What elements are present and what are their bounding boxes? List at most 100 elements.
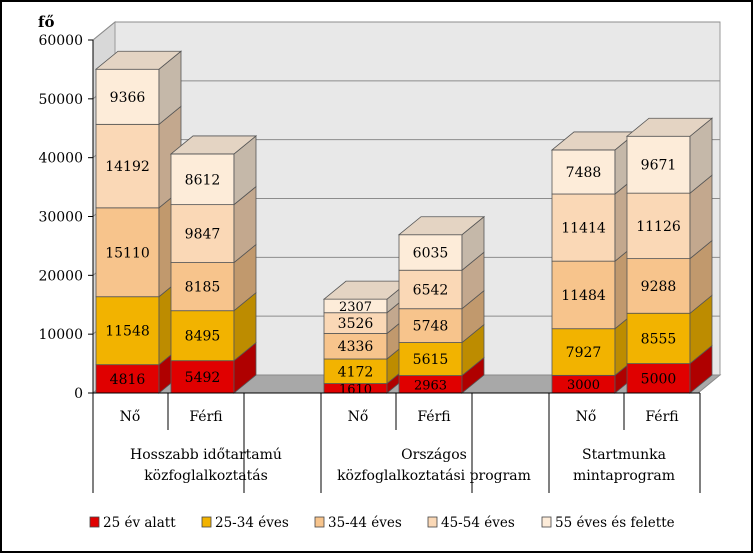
data-label: 11126: [636, 219, 681, 235]
legend-swatch: [314, 516, 325, 528]
bar-face: [551, 328, 616, 376]
bar-face: [626, 192, 691, 260]
data-label: 9671: [641, 158, 677, 174]
data-label: 6542: [413, 282, 449, 298]
bar-column: 5492 8495 8185 9847 8612: [169, 135, 258, 394]
bar-face: [170, 153, 235, 206]
group-label: Startmunka: [582, 447, 666, 463]
group-label: közfoglalkoztatás: [144, 468, 268, 484]
bar-top: [169, 135, 258, 155]
bars: 4816 11548 15110 14192 9366 5492 8495 8185 9847 8…: [94, 50, 714, 397]
bar-segment: 7488: [550, 131, 639, 195]
data-label: 1610: [339, 382, 372, 397]
y-tick-label: 0: [74, 386, 83, 402]
bar-top: [625, 117, 714, 137]
data-label: 11414: [561, 221, 606, 237]
bar-face: [95, 123, 160, 209]
data-label: 8612: [185, 172, 221, 188]
category-label: Férfi: [189, 409, 223, 425]
legend-item: 55 éves és felette: [541, 515, 675, 531]
bar-face: [398, 308, 463, 343]
bar-column: 4816 11548 15110 14192 9366: [94, 50, 183, 394]
bar-face: [170, 310, 235, 362]
bar-face: [95, 364, 160, 394]
bar-face: [170, 204, 235, 263]
bar-top: [397, 216, 486, 236]
legend-label: 25 év alatt: [103, 515, 176, 531]
data-label: 5748: [413, 319, 449, 335]
bar-segment: 11126: [626, 174, 713, 260]
bar-segment: 8185: [170, 243, 257, 312]
data-label: 3000: [567, 378, 600, 393]
bar-segment: 9366: [94, 50, 183, 126]
bar-segment: 8495: [170, 291, 257, 362]
bar-face: [551, 193, 616, 262]
data-label: 8555: [641, 331, 677, 347]
bar-segment: 3000: [551, 356, 638, 394]
y-tick-label: 60000: [38, 33, 83, 49]
y-axis: 0 10000 20000 30000 40000 50000 60000: [38, 33, 94, 402]
group-label: közfoglalkoztatási program: [337, 468, 531, 484]
legend-label: 55 éves és felette: [555, 515, 675, 531]
data-label: 9288: [641, 279, 677, 295]
bar-segment: 9671: [625, 117, 714, 194]
category-axis: Nő Férfi Nő Férfi Nő Férfi Hosszabb időtartamú…: [92, 392, 701, 493]
y-tick-label: 10000: [38, 327, 83, 343]
category-label: Férfi: [417, 409, 451, 425]
legend-item: 45-54 éves: [427, 515, 515, 531]
data-label: 11484: [561, 288, 606, 304]
bar-top: [94, 50, 183, 70]
legend-swatch: [201, 516, 212, 528]
data-label: 5492: [185, 370, 221, 386]
data-label: 2307: [339, 300, 372, 315]
y-tick-label: 40000: [38, 151, 83, 167]
data-label: 11548: [105, 324, 150, 340]
data-label: 4816: [110, 372, 146, 388]
gridline: [92, 21, 720, 41]
bar-segment: 6542: [398, 251, 485, 310]
data-label: 7488: [566, 165, 602, 181]
data-label: 14192: [105, 159, 150, 175]
bar-face: [398, 342, 463, 376]
data-label: 4172: [338, 364, 374, 380]
data-label: 2963: [414, 378, 447, 393]
bar-segment: 5748: [398, 289, 485, 344]
legend-item: 35-44 éves: [314, 515, 402, 531]
bar-face: [626, 312, 691, 364]
legend-swatch: [541, 516, 552, 528]
y-tick-label: 30000: [38, 210, 83, 226]
data-label: 9366: [110, 90, 146, 106]
legend-label: 35-44 éves: [328, 515, 402, 531]
y-tick-label: 20000: [38, 268, 83, 284]
y-axis-label: fő: [38, 13, 54, 31]
category-label: Nő: [348, 409, 369, 425]
data-label: 5000: [641, 371, 677, 387]
y-tick-label: 50000: [38, 92, 83, 108]
data-label: 7927: [566, 345, 602, 361]
bar-segment: 8612: [169, 135, 258, 206]
category-label: Nő: [120, 409, 141, 425]
legend-label: 45-54 éves: [441, 515, 515, 531]
legend-item: 25 év alatt: [89, 515, 176, 531]
data-label: 3526: [338, 316, 374, 332]
bar-segment: 8555: [626, 294, 713, 365]
bar-face: [95, 296, 160, 366]
bar-face: [626, 135, 691, 194]
data-label: 4336: [338, 339, 374, 355]
bar-face: [95, 207, 160, 298]
category-label: Férfi: [645, 409, 679, 425]
category-label: Nő: [576, 409, 597, 425]
bar-segment: 9847: [170, 185, 257, 264]
data-label: 15110: [105, 245, 150, 261]
group-label: Országos: [401, 447, 467, 463]
data-label: 9847: [185, 227, 221, 243]
data-label: 5615: [413, 352, 449, 368]
legend-item: 25-34 éves: [201, 515, 289, 531]
bar-face: [398, 269, 463, 310]
bar-column: 3000 7927 11484 11414 7488: [550, 131, 639, 394]
group-label: mintaprogram: [573, 468, 675, 484]
bar-segment: 5615: [398, 323, 485, 377]
legend-label: 25-34 éves: [215, 515, 289, 531]
